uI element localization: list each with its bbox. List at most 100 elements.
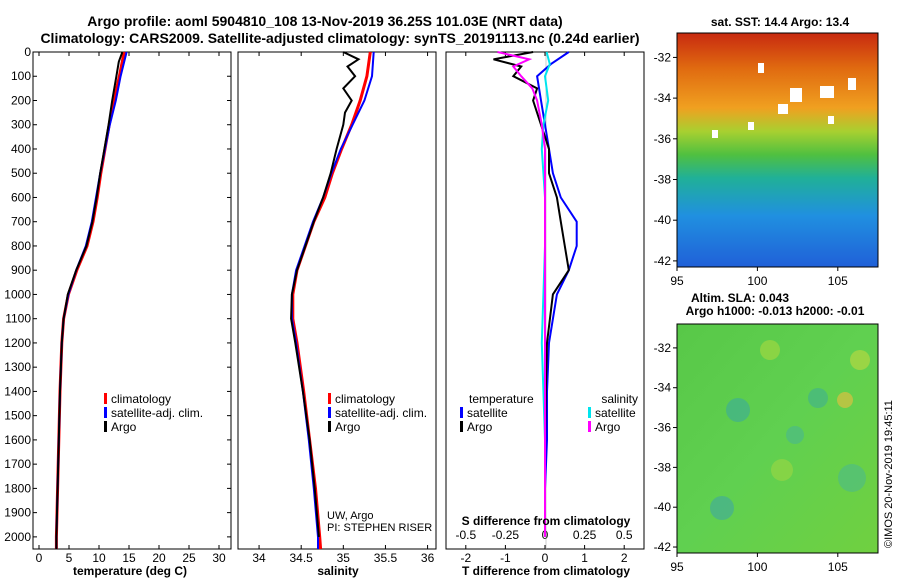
- salinity-panel: 34 34.5 35 35.5 36 salinity climatology sate…: [237, 51, 437, 578]
- x-tick-label: 0: [36, 551, 43, 565]
- temperature-series: [54, 51, 128, 549]
- depth-tick-label: 1900: [4, 506, 31, 520]
- s-tick-label: 0.5: [616, 528, 633, 542]
- salinity-series: [290, 51, 375, 550]
- sst-cloud-patch: [748, 122, 754, 130]
- legend-swatch-satellite: [328, 407, 331, 418]
- sla-eddy: [837, 392, 853, 408]
- legend-label-sal-satellite: satellite: [595, 406, 636, 420]
- x-tick-label: -2: [460, 551, 471, 565]
- sla-field: [676, 323, 879, 554]
- x-tick-label: 0: [542, 551, 549, 565]
- depth-tick-label: 1300: [4, 360, 31, 374]
- legend-label-satellite: satellite-adj. clim.: [111, 406, 203, 420]
- legend-swatch-argo: [328, 421, 331, 432]
- footer-credit: ©IMOS 20-Nov-2019 19:45:11: [883, 400, 895, 548]
- salinity-panel-frame: [237, 51, 437, 550]
- depth-tick-label: 700: [11, 215, 31, 229]
- legend-label-sal-argo: Argo: [595, 420, 621, 434]
- sst-map-title: sat. SST: 14.4 Argo: 13.4: [711, 15, 850, 29]
- map-y-tick-label: -38: [654, 460, 672, 474]
- map-x-tick-label: 105: [828, 274, 848, 288]
- sst-missing-patches: [712, 63, 856, 138]
- depth-tick-label: 500: [11, 166, 31, 180]
- x-tick-label: 5: [66, 551, 73, 565]
- x-tick-label: 35: [337, 551, 351, 565]
- sla-eddy: [771, 459, 793, 481]
- sla-map-axes: -32 -34 -36 -38 -40 -42 95 100 105: [654, 341, 848, 574]
- sst-map-panel: sat. SST: 14.4 Argo: 13.4: [654, 15, 879, 288]
- sst-cloud-patch: [828, 116, 834, 124]
- legend-title-temperature: temperature: [469, 392, 534, 406]
- x-tick-label: 1: [581, 551, 588, 565]
- legend-swatch-climatology: [104, 393, 107, 404]
- map-x-tick-label: 95: [670, 560, 684, 574]
- legend-swatch-temp-argo: [460, 421, 463, 432]
- depth-tick-label: 1200: [4, 336, 31, 350]
- sla-map-title1: Altim. SLA: 0.043: [691, 291, 789, 305]
- depth-tick-label: 1000: [4, 287, 31, 301]
- map-y-tick-label: -32: [654, 341, 672, 355]
- x-tick-label: 2: [621, 551, 628, 565]
- series-line-argo: [290, 51, 361, 537]
- legend-swatch-temp-satellite: [460, 407, 463, 418]
- series-line-argo: [55, 51, 124, 549]
- x-tick-label: 15: [122, 551, 136, 565]
- depth-tick-label: 1100: [5, 312, 31, 326]
- depth-tick-label: 300: [11, 118, 31, 132]
- legend-swatch-satellite: [104, 407, 107, 418]
- s-tick-label: -0.5: [455, 528, 476, 542]
- figure-title-line1: Argo profile: aoml 5904810_108 13-Nov-20…: [87, 13, 562, 29]
- x-tick-label: 10: [92, 551, 106, 565]
- difference-legend: temperature salinity satellite Argo sate…: [460, 392, 638, 434]
- sla-eddy: [786, 426, 804, 444]
- map-y-tick-label: -34: [654, 381, 672, 395]
- x-tick-label: 36: [421, 551, 435, 565]
- sst-cloud-patch: [712, 130, 718, 138]
- map-y-tick-label: -36: [654, 421, 672, 435]
- credit-line2: PI: STEPHEN RISER: [327, 522, 432, 534]
- temperature-x-axis: 0 5 10 15 20 25 30: [36, 52, 226, 565]
- depth-tick-label: 1800: [4, 481, 31, 495]
- sst-cloud-patch: [778, 104, 788, 114]
- legend-label-temp-argo: Argo: [467, 420, 493, 434]
- depth-tick-label: 900: [11, 263, 31, 277]
- x-tick-label: 20: [152, 551, 166, 565]
- sla-eddies: [710, 340, 870, 520]
- sst-cloud-patch: [820, 86, 834, 98]
- depth-tick-label: 1400: [4, 384, 31, 398]
- sst-cloud-patch: [790, 88, 802, 102]
- legend-label-temp-satellite: satellite: [467, 406, 508, 420]
- legend-swatch-climatology: [328, 393, 331, 404]
- sla-eddy: [760, 340, 780, 360]
- salinity-x-axis: 34 34.5 35 35.5 36: [252, 52, 435, 565]
- map-x-tick-label: 100: [747, 274, 767, 288]
- temperature-panel: 0100200300400500600700800900100011001200…: [4, 45, 644, 578]
- x-tick-label: 34.5: [290, 551, 314, 565]
- legend-swatch-sal-argo: [588, 421, 591, 432]
- sst-field: [676, 32, 879, 268]
- depth-tick-label: 400: [11, 142, 31, 156]
- legend-swatch-argo: [104, 421, 107, 432]
- sla-eddy: [726, 398, 750, 422]
- map-y-tick-label: -32: [654, 50, 672, 64]
- map-y-tick-label: -36: [654, 132, 672, 146]
- sla-map-panel: Altim. SLA: 0.043 Argo h1000: -0.013 h20…: [654, 291, 879, 574]
- s-tick-label: 0.25: [573, 528, 597, 542]
- series-line-temperature-satellite: [536, 51, 578, 537]
- temperature-legend: climatology satellite-adj. clim. Argo: [104, 392, 203, 434]
- s-tick-label: -0.25: [492, 528, 520, 542]
- sla-map-title2: Argo h1000: -0.013 h2000: -0.01: [686, 304, 865, 318]
- temperature-xlabel: temperature (deg C): [73, 564, 187, 578]
- x-tick-label: 25: [182, 551, 196, 565]
- depth-tick-label: 600: [11, 190, 31, 204]
- sst-cloud-patch: [758, 63, 764, 73]
- legend-swatch-sal-satellite: [588, 407, 591, 418]
- s-difference-label: S difference from climatology: [462, 514, 631, 528]
- legend-title-salinity: salinity: [601, 392, 638, 406]
- legend-label-climatology: climatology: [111, 392, 171, 406]
- legend-label-argo: Argo: [111, 420, 137, 434]
- map-y-tick-label: -42: [654, 540, 672, 554]
- depth-tick-label: 1700: [4, 457, 31, 471]
